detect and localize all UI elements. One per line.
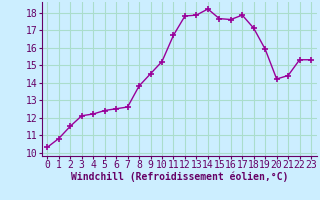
X-axis label: Windchill (Refroidissement éolien,°C): Windchill (Refroidissement éolien,°C) bbox=[70, 172, 288, 182]
